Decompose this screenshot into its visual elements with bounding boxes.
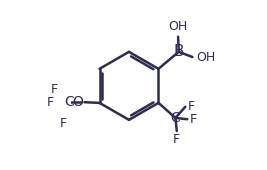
Text: F: F xyxy=(188,100,195,113)
Text: F: F xyxy=(60,117,67,130)
Text: OH: OH xyxy=(168,21,188,33)
Text: C: C xyxy=(65,95,74,109)
Text: F: F xyxy=(173,133,180,146)
Text: C: C xyxy=(171,111,180,125)
Text: F: F xyxy=(190,113,197,126)
Text: F: F xyxy=(47,96,54,109)
Text: B: B xyxy=(174,44,184,59)
Text: OH: OH xyxy=(196,50,215,64)
Text: F: F xyxy=(51,83,58,96)
Text: O: O xyxy=(72,95,83,109)
